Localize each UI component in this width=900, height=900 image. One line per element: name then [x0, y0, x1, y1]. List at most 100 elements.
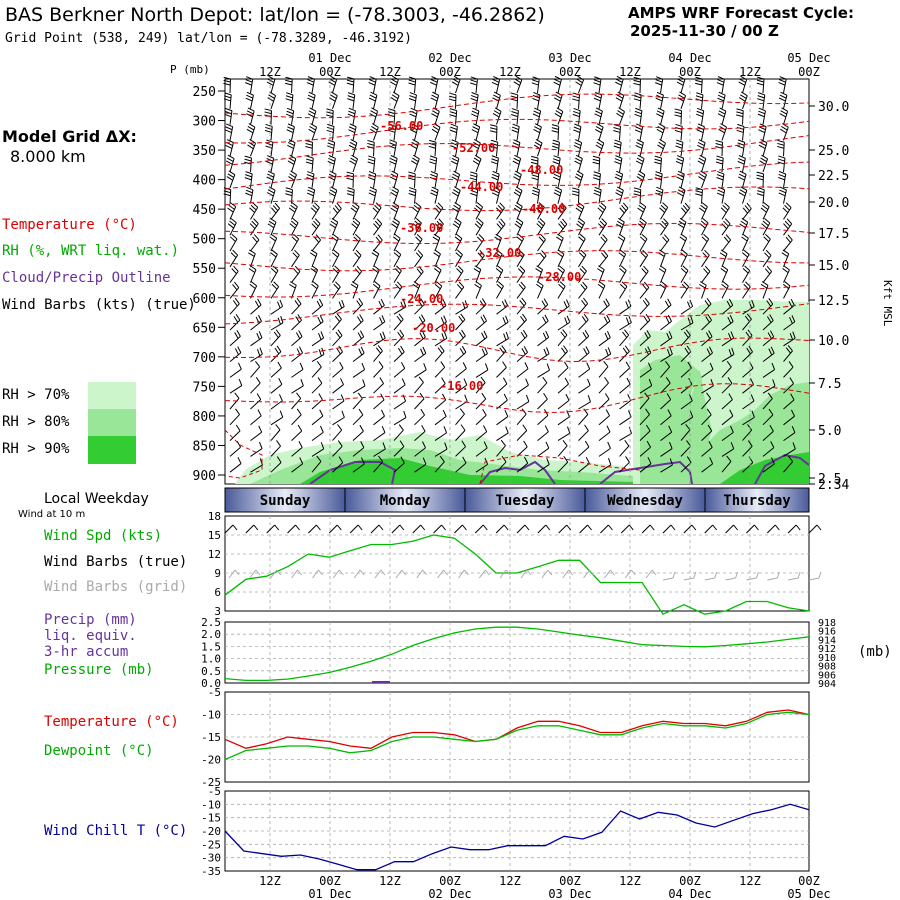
wind-barb-feather [628, 426, 632, 434]
surface-wind-barb [328, 524, 342, 534]
wind-barb-feather [224, 92, 232, 96]
grid-barb-feather [526, 569, 532, 576]
wind-barb [680, 410, 694, 426]
wind-barb-shaft [742, 429, 753, 441]
wind-barb [758, 139, 768, 157]
wind-barb-feather [312, 204, 319, 211]
wind-barb-feather [369, 189, 376, 194]
wind-barb-feather [226, 157, 234, 162]
wind-barb-feather [685, 424, 691, 431]
wind-barb-feather [658, 123, 666, 128]
wind-barb-shaft [311, 448, 325, 457]
wind-barb-feather [400, 345, 405, 353]
wind-barb-feather [296, 408, 302, 416]
wind-barb-feather [333, 283, 340, 290]
wind-barb [680, 424, 691, 441]
wind-barb-shaft [680, 335, 691, 347]
wind-barb-feather [476, 202, 483, 208]
wind-barb-feather [305, 146, 313, 149]
wind-barb-feather [573, 126, 581, 131]
wind-barb-shaft [557, 383, 569, 394]
wind-barb-feather [389, 157, 397, 162]
wind-barb [496, 361, 507, 378]
wind-barb-feather [412, 139, 419, 144]
wind-barb-feather [285, 95, 293, 99]
wind-barb-feather [700, 281, 707, 286]
wind-barb-feather [782, 268, 789, 274]
wind-barb-shaft [496, 253, 503, 268]
wind-barb-shaft [742, 208, 752, 220]
wind-barb-shaft [557, 367, 569, 378]
wind-barb-feather [788, 455, 794, 462]
wind-barb [455, 378, 468, 394]
wind-barb-shaft [598, 157, 601, 173]
wind-barb-shaft [311, 253, 318, 267]
wind-barb [658, 265, 667, 283]
wind-barb-feather [698, 207, 706, 213]
wind-barb-feather [360, 441, 365, 448]
wind-barb-feather [581, 265, 587, 272]
wind-barb-feather [704, 265, 711, 272]
wind-barb [696, 107, 705, 125]
wind-barb-shaft [332, 174, 337, 188]
surface-barb-feather [232, 524, 238, 531]
wind-barb-feather [225, 144, 233, 149]
wind-barb-feather [739, 170, 747, 175]
wind-barb-feather [491, 176, 499, 181]
wind-barb-shaft [332, 445, 343, 457]
surface-barb-feather [712, 524, 718, 531]
wind-barb-shaft [598, 431, 611, 441]
wind-barb [639, 330, 651, 347]
wind-barb-feather [454, 202, 461, 207]
wind-barb [291, 379, 304, 394]
pressure-tick-label: 904 [818, 679, 836, 690]
wind-barb-shaft [742, 174, 747, 188]
wind-barb-feather [659, 138, 666, 144]
weekday-cell [345, 488, 465, 512]
wind-barb-feather [491, 173, 499, 178]
isotherm-line [224, 337, 810, 363]
wind-barb-feather [269, 236, 276, 242]
wind-barb-feather [371, 107, 378, 112]
wind-barb [762, 346, 775, 362]
wind-barb-shaft [373, 158, 376, 173]
wind-barb-feather [659, 207, 665, 213]
wind-barb-feather [555, 186, 562, 191]
wind-barb-feather [459, 347, 465, 355]
wind-barb-feather [390, 192, 397, 197]
wind-barb-shaft [721, 189, 726, 204]
wind-barb-feather [474, 138, 481, 144]
pressure-tick-label: 914 [818, 635, 836, 646]
wind-barb-shaft [373, 173, 377, 188]
wind-barb-shaft [393, 142, 397, 157]
wind-barb-shaft [516, 79, 523, 94]
wind-barb-feather [717, 189, 725, 194]
wind-barb-shaft [229, 368, 242, 378]
wind-barb [637, 202, 647, 220]
wind-barb [516, 408, 527, 426]
wind-barb-shaft [660, 269, 667, 283]
wind-barb-feather [514, 223, 521, 229]
wind-barb-shaft [393, 222, 400, 236]
wind-barb-feather [635, 126, 643, 131]
surface-wind-barb [683, 524, 697, 534]
pressure-label: Pressure (mb) [44, 662, 154, 678]
wind-barb-shaft [475, 369, 489, 378]
wind-barb [471, 107, 480, 125]
wind-barb-feather [738, 176, 745, 181]
wind-barb-shaft [414, 110, 418, 125]
model-grid-value: 8.000 km [10, 147, 86, 166]
wind-barb-shaft [680, 400, 693, 410]
weekday-label: Monday [380, 493, 431, 509]
wind-barb [390, 186, 400, 204]
wind-barb-feather [656, 186, 664, 191]
wind-barb-feather [258, 441, 263, 449]
wind-barb-shaft [496, 367, 507, 378]
wind-barb [414, 457, 427, 473]
wind-barb-feather [498, 220, 504, 227]
wind-barb-feather [495, 268, 502, 274]
wind-barb-feather [792, 442, 796, 450]
surface-wind-barb [620, 524, 634, 534]
wind-barb [455, 456, 467, 473]
wind-barb-feather [728, 298, 734, 306]
